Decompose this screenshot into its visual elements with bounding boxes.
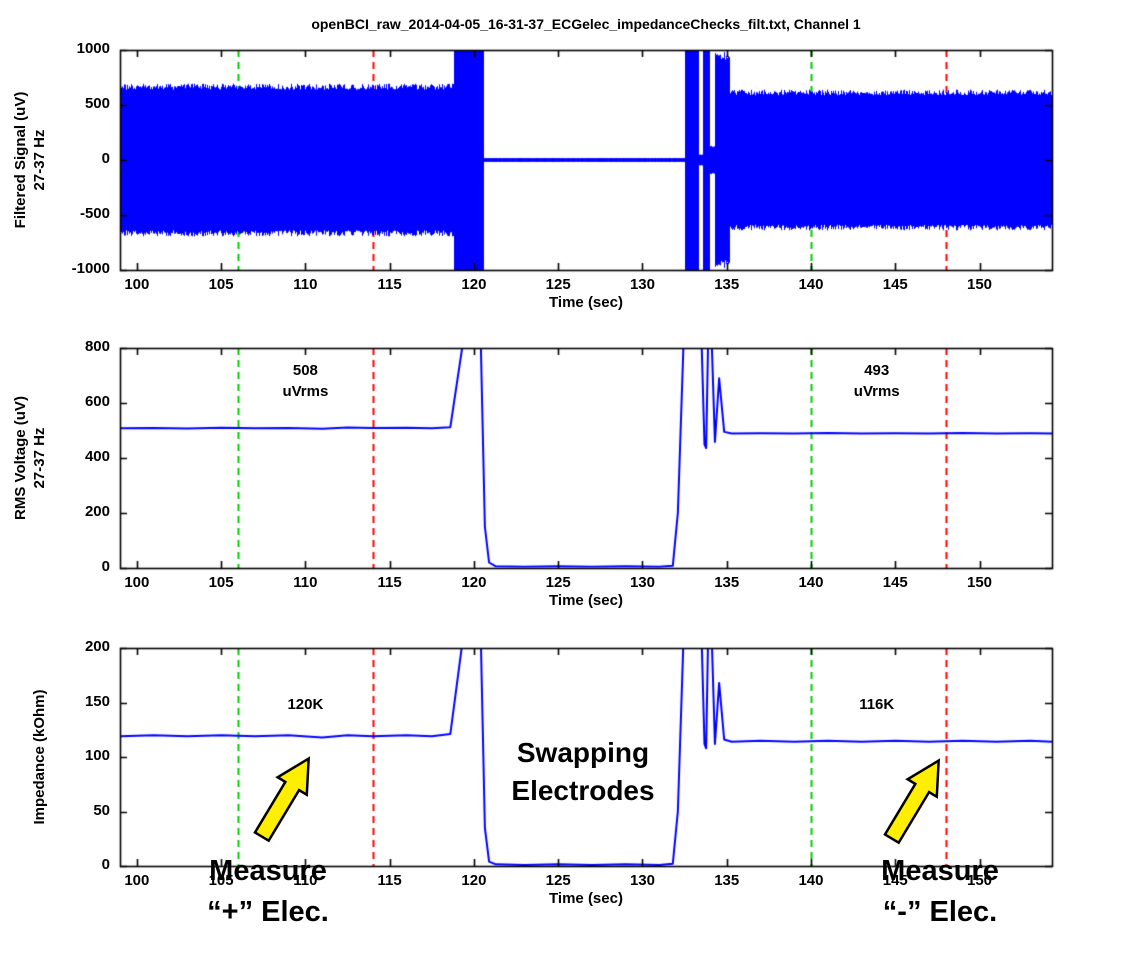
x-tick-label: 110 <box>280 574 330 592</box>
x-tick-label: 145 <box>870 574 920 592</box>
arrow-shape <box>247 750 323 846</box>
y-tick-label: 400 <box>46 448 110 466</box>
x-tick-label: 140 <box>786 872 836 890</box>
x-tick-label: 135 <box>702 276 752 294</box>
swapping-line: Swapping <box>433 734 733 772</box>
annotation-116K: 116K <box>807 694 947 715</box>
y-tick-label: 150 <box>46 693 110 711</box>
swapping-electrodes-label: Swapping Electrodes <box>433 734 733 810</box>
x-axis-label-plot2: Time (sec) <box>436 592 736 609</box>
x-tick-label: 130 <box>617 276 667 294</box>
x-tick-label: 125 <box>533 574 583 592</box>
x-tick-label: 150 <box>955 872 1005 890</box>
y-tick-label: -1000 <box>46 260 110 278</box>
x-tick-label: 145 <box>870 872 920 890</box>
x-tick-label: 150 <box>955 276 1005 294</box>
x-tick-label: 150 <box>955 574 1005 592</box>
measure-plus-line: “+” Elec. <box>148 892 388 933</box>
x-tick-label: 125 <box>533 276 583 294</box>
x-tick-label: 135 <box>702 872 752 890</box>
swapping-line: Electrodes <box>433 772 733 810</box>
x-axis-label-plot1: Time (sec) <box>436 294 736 311</box>
x-tick-label: 105 <box>196 574 246 592</box>
yellow-arrow-right <box>868 748 964 856</box>
x-tick-label: 115 <box>365 276 415 294</box>
y-tick-label: 50 <box>46 802 110 820</box>
arrow-shape <box>877 752 953 848</box>
measure-plus-label: Measure “+” Elec. <box>148 851 388 933</box>
x-tick-label: 100 <box>112 574 162 592</box>
yellow-arrow-left <box>238 746 334 854</box>
y-tick-label: 200 <box>46 503 110 521</box>
x-tick-label: 125 <box>533 872 583 890</box>
x-tick-label: 100 <box>112 872 162 890</box>
y-tick-label: 500 <box>46 95 110 113</box>
y-tick-label: 200 <box>46 638 110 656</box>
x-tick-label: 110 <box>280 276 330 294</box>
x-tick-label: 115 <box>365 574 415 592</box>
x-tick-label: 110 <box>280 872 330 890</box>
y-tick-label: 800 <box>46 338 110 356</box>
x-tick-label: 115 <box>365 872 415 890</box>
x-axis-label-plot3: Time (sec) <box>436 890 736 907</box>
y-tick-label: 600 <box>46 393 110 411</box>
y-tick-label: 0 <box>46 856 110 874</box>
x-tick-label: 105 <box>196 872 246 890</box>
x-tick-label: 145 <box>870 276 920 294</box>
y-tick-label: 0 <box>46 558 110 576</box>
x-tick-label: 120 <box>449 574 499 592</box>
y-tick-label: 0 <box>46 150 110 168</box>
annotation-508: 508 uVrms <box>235 360 375 402</box>
y-tick-label: 100 <box>46 747 110 765</box>
y-tick-label: -500 <box>46 205 110 223</box>
annotation-493: 493 uVrms <box>807 360 947 402</box>
x-tick-label: 130 <box>617 872 667 890</box>
y-axis-label-line: Filtered Signal (uV) <box>11 40 30 280</box>
y-axis-label-rms-voltage: RMS Voltage (uV) 27-37 Hz <box>11 338 49 578</box>
x-tick-label: 135 <box>702 574 752 592</box>
measure-plus-line: Measure <box>148 851 388 892</box>
y-axis-label-filtered-signal: Filtered Signal (uV) 27-37 Hz <box>11 40 49 280</box>
x-tick-label: 120 <box>449 872 499 890</box>
annotation-120K: 120K <box>235 694 375 715</box>
measure-minus-line: “-” Elec. <box>820 892 1060 933</box>
x-tick-label: 120 <box>449 276 499 294</box>
figure-title: openBCI_raw_2014-04-05_16-31-37_ECGelec_… <box>120 16 1052 32</box>
x-tick-label: 140 <box>786 574 836 592</box>
measure-minus-line: Measure <box>820 851 1060 892</box>
y-axis-label-line: RMS Voltage (uV) <box>11 338 30 578</box>
x-tick-label: 105 <box>196 276 246 294</box>
matlab-figure: openBCI_raw_2014-04-05_16-31-37_ECGelec_… <box>0 0 1135 969</box>
x-tick-label: 140 <box>786 276 836 294</box>
y-tick-label: 1000 <box>46 40 110 58</box>
x-tick-label: 100 <box>112 276 162 294</box>
chart-canvas <box>0 0 1135 969</box>
measure-minus-label: Measure “-” Elec. <box>820 851 1060 933</box>
x-tick-label: 130 <box>617 574 667 592</box>
